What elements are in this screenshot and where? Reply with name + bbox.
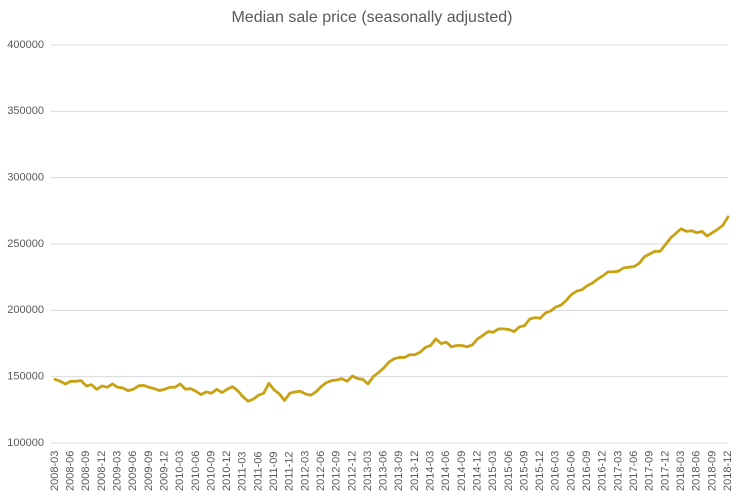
x-tick-label: 2011-12 <box>284 451 296 491</box>
y-tick-label: 100000 <box>7 437 44 449</box>
x-tick-label: 2010-12 <box>221 451 233 491</box>
x-tick-label: 2010-09 <box>205 451 217 491</box>
x-tick-label: 2009-09 <box>143 451 155 491</box>
y-tick-label: 300000 <box>7 172 44 184</box>
x-tick-label: 2011-03 <box>237 451 249 491</box>
x-tick-label: 2012-06 <box>315 451 327 491</box>
x-tick-label: 2016-03 <box>550 451 562 491</box>
y-tick-label: 250000 <box>7 238 44 250</box>
x-tick-label: 2017-03 <box>612 451 624 491</box>
chart-title: Median sale price (seasonally adjusted) <box>231 9 512 26</box>
x-tick-label: 2015-06 <box>503 451 515 491</box>
x-tick-label: 2017-12 <box>659 451 671 491</box>
x-tick-label: 2011-06 <box>252 451 264 491</box>
x-tick-label: 2016-09 <box>581 451 593 491</box>
x-tick-label: 2016-06 <box>565 451 577 491</box>
x-tick-label: 2012-03 <box>299 451 311 491</box>
x-tick-label: 2008-12 <box>96 451 108 491</box>
x-tick-label: 2013-03 <box>362 451 374 491</box>
x-tick-label: 2015-09 <box>518 451 530 491</box>
x-tick-label: 2011-09 <box>268 451 280 491</box>
x-tick-label: 2008-09 <box>80 451 92 491</box>
x-tick-label: 2010-03 <box>174 451 186 491</box>
x-tick-label: 2014-09 <box>456 451 468 491</box>
x-tick-label: 2014-12 <box>471 451 483 491</box>
x-tick-label: 2015-12 <box>534 451 546 491</box>
x-tick-label: 2013-09 <box>393 451 405 491</box>
x-tick-label: 2016-12 <box>597 451 609 491</box>
data-line <box>53 215 730 403</box>
x-tick-label: 2018-03 <box>675 451 687 491</box>
x-tick-label: 2010-06 <box>190 451 202 491</box>
x-tick-label: 2017-09 <box>644 451 656 491</box>
x-tick-label: 2013-06 <box>378 451 390 491</box>
x-tick-label: 2012-09 <box>331 451 343 491</box>
x-tick-label: 2008-03 <box>49 451 61 491</box>
x-tick-label: 2014-03 <box>425 451 437 491</box>
x-tick-label: 2012-12 <box>346 451 358 491</box>
x-tick-label: 2009-12 <box>158 451 170 491</box>
y-tick-label: 200000 <box>7 304 44 316</box>
x-tick-label: 2014-06 <box>440 451 452 491</box>
x-tick-label: 2009-06 <box>127 451 139 491</box>
x-tick-label: 2018-09 <box>706 451 718 491</box>
x-tick-label: 2017-06 <box>628 451 640 491</box>
x-tick-label: 2008-06 <box>65 451 77 491</box>
x-tick-label: 2018-12 <box>722 451 734 491</box>
y-tick-label: 350000 <box>7 105 44 117</box>
y-tick-label: 400000 <box>7 39 44 51</box>
x-tick-label: 2013-12 <box>409 451 421 491</box>
y-tick-label: 150000 <box>7 371 44 383</box>
x-tick-label: 2009-03 <box>112 451 124 491</box>
x-tick-label: 2018-06 <box>691 451 703 491</box>
x-tick-label: 2015-03 <box>487 451 499 491</box>
